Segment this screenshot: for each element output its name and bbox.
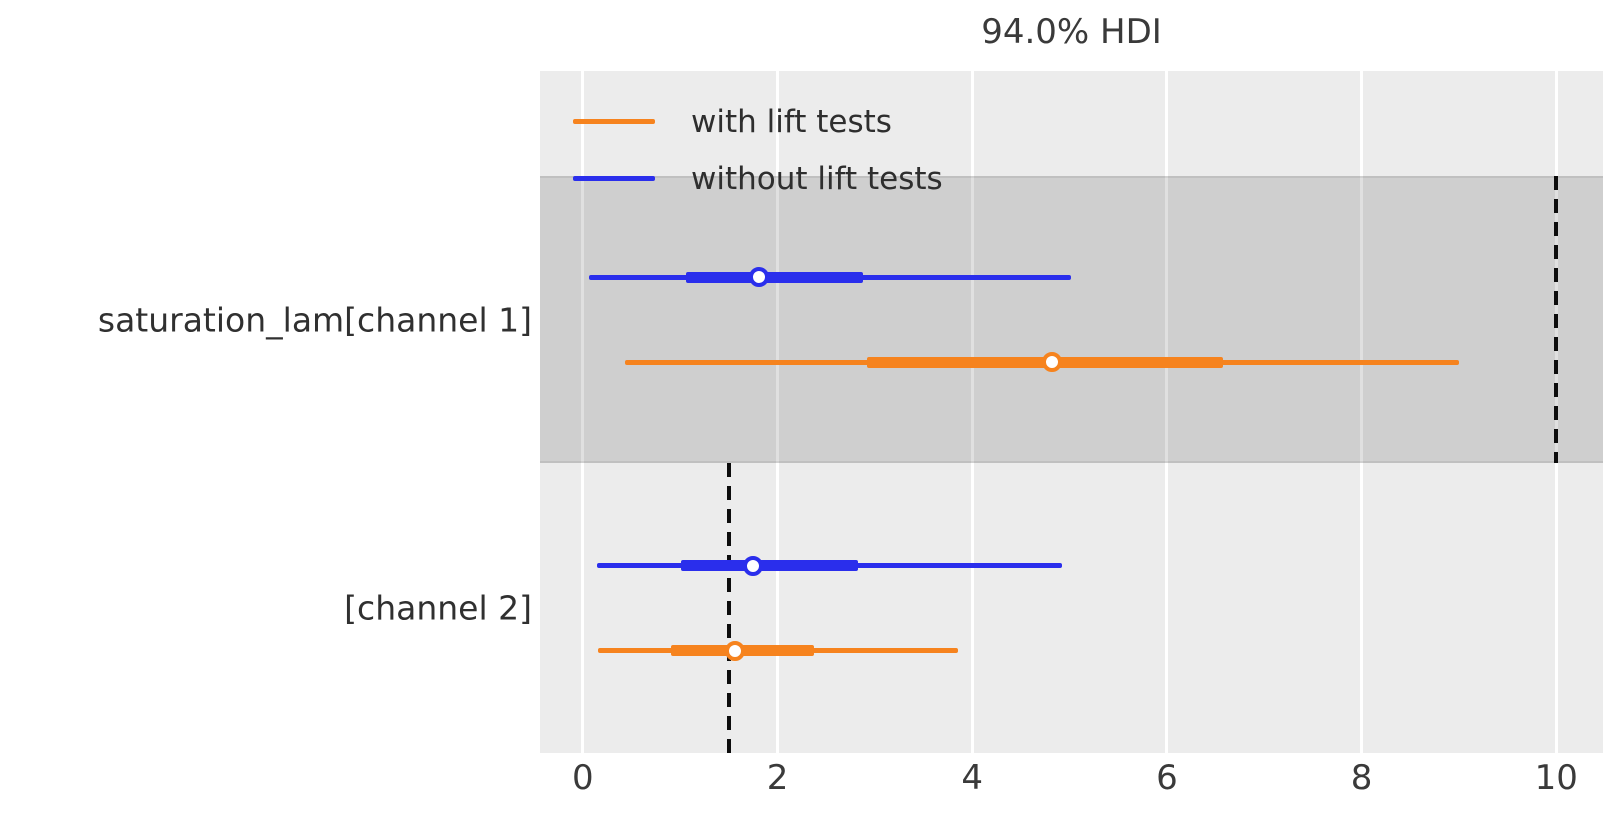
chart-title: 94.0% HDI (981, 12, 1162, 52)
row-band (540, 176, 1603, 463)
x-tick-label: 4 (961, 758, 984, 798)
plot-area (540, 71, 1603, 753)
legend-label: without lift tests (691, 160, 943, 197)
x-tick-label: 6 (1156, 758, 1178, 798)
x-tick-label: 2 (766, 758, 789, 798)
grid-line-x-4 (970, 71, 974, 753)
legend-label: with lift tests (691, 103, 892, 140)
x-tick-label: 8 (1350, 758, 1373, 798)
median-dot (1042, 352, 1063, 372)
x-tick-label: 0 (572, 758, 594, 798)
legend-item-without-lift-tests: without lift tests (573, 150, 943, 207)
legend-line-sample-orange (573, 119, 655, 124)
iqr-line (681, 560, 859, 571)
grid-line-x-0 (581, 71, 585, 753)
grid-line-x-6 (1165, 71, 1169, 753)
reference-line (1554, 176, 1559, 463)
legend: with lift tests without lift tests (573, 93, 943, 207)
grid-line-x-2 (776, 71, 780, 753)
grid-line-x-8 (1360, 71, 1364, 753)
reference-line (726, 463, 731, 753)
iqr-line (686, 271, 864, 283)
y-axis-label: [channel 2] (344, 588, 532, 628)
median-dot (724, 640, 745, 661)
median-dot (743, 555, 764, 576)
legend-item-with-lift-tests: with lift tests (573, 93, 943, 150)
x-tick-label: 10 (1534, 758, 1578, 798)
median-dot (749, 267, 770, 287)
legend-line-sample-blue (573, 176, 655, 181)
y-axis-label: saturation_lam[channel 1] (97, 300, 532, 339)
